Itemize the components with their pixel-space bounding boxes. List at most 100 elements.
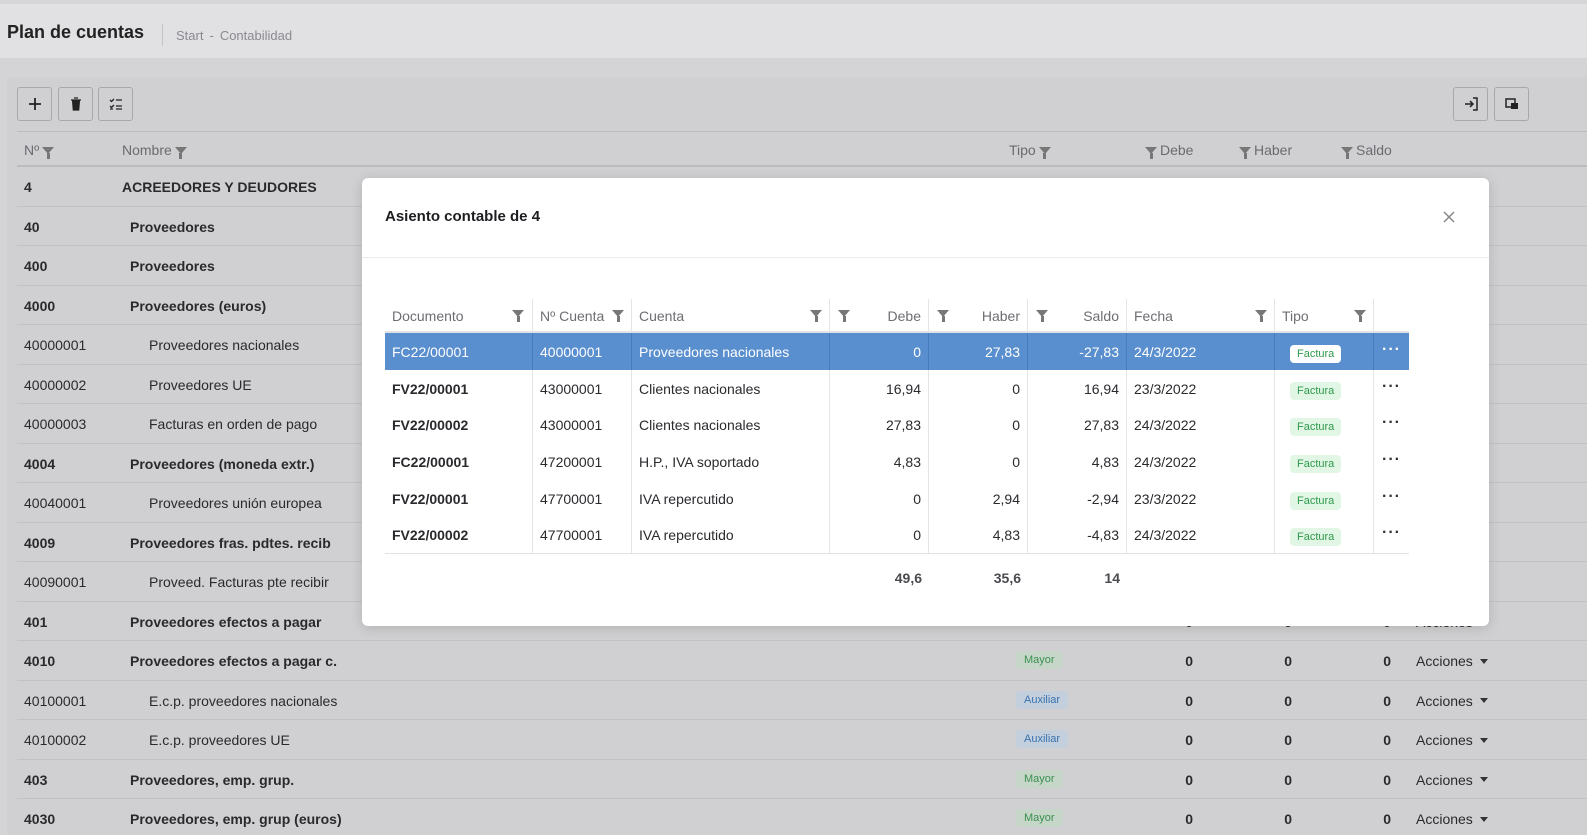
actions-dropdown[interactable]: Acciones bbox=[1416, 653, 1488, 669]
account-number: 40100002 bbox=[24, 732, 87, 748]
entry-cuenta: Clientes nacionales bbox=[632, 406, 830, 444]
caret-down-icon bbox=[1479, 777, 1488, 782]
actions-dropdown[interactable]: Acciones bbox=[1416, 732, 1488, 748]
export-button[interactable] bbox=[1494, 87, 1529, 121]
entry-row[interactable]: FV22/00002 43000001 Clientes nacionales 27,… bbox=[385, 406, 1409, 444]
entry-tipo: Factura bbox=[1275, 516, 1374, 554]
account-name: Proveedores fras. pdtes. recib bbox=[130, 534, 331, 551]
col-name[interactable]: Nombre bbox=[122, 142, 187, 159]
col-cuenta[interactable]: Cuenta bbox=[632, 299, 830, 333]
more-options-icon[interactable]: ··· bbox=[1382, 341, 1401, 358]
filter-icon[interactable] bbox=[42, 146, 55, 159]
filter-icon[interactable] bbox=[810, 310, 822, 322]
add-button[interactable] bbox=[17, 87, 52, 121]
entry-ncuenta: 43000001 bbox=[533, 406, 632, 444]
account-number: 4009 bbox=[24, 534, 56, 551]
modal-header: Asiento contable de 4 bbox=[362, 178, 1489, 258]
col-saldo[interactable]: Saldo bbox=[1341, 142, 1392, 159]
filter-icon[interactable] bbox=[838, 310, 850, 322]
col-debe[interactable]: Debe bbox=[830, 299, 929, 333]
filter-icon[interactable] bbox=[1341, 146, 1353, 159]
filter-icon[interactable] bbox=[1354, 310, 1366, 322]
entry-debe: 0 bbox=[830, 479, 929, 517]
caret-down-icon bbox=[1479, 737, 1488, 743]
filter-icon[interactable] bbox=[1145, 146, 1157, 159]
entry-tipo: Factura bbox=[1275, 333, 1374, 370]
entry-cuenta: IVA repercutido bbox=[632, 516, 830, 554]
saldo-value: 0 bbox=[1383, 771, 1391, 788]
entry-row[interactable]: FV22/00002 47700001 IVA repercutido 0 4,83 -4… bbox=[385, 516, 1409, 554]
entry-row[interactable]: FV22/00001 47700001 IVA repercutido 0 2,94 -2… bbox=[385, 479, 1409, 517]
col-haber[interactable]: Haber bbox=[1239, 142, 1292, 159]
type-tag: Factura bbox=[1290, 528, 1342, 547]
table-row[interactable]: 4010 Proveedores efectos a pagar c. Mayor 0… bbox=[17, 641, 1587, 681]
close-icon[interactable] bbox=[1441, 209, 1457, 225]
account-number: 40000003 bbox=[24, 416, 87, 432]
debe-value: 0 bbox=[1185, 653, 1193, 669]
more-options-icon[interactable]: ··· bbox=[1382, 487, 1401, 505]
entry-row[interactable]: FC22/00001 40000001 Proveedores nacionales… bbox=[385, 333, 1409, 370]
delete-button[interactable] bbox=[58, 87, 93, 121]
import-button[interactable] bbox=[1453, 87, 1488, 121]
actions-dropdown[interactable]: Acciones bbox=[1416, 693, 1488, 709]
more-options-icon[interactable]: ··· bbox=[1382, 414, 1401, 432]
account-number: 4030 bbox=[24, 811, 56, 827]
col-num[interactable]: Nº bbox=[24, 142, 55, 159]
haber-value: 0 bbox=[1284, 692, 1292, 709]
filter-icon[interactable] bbox=[612, 310, 624, 322]
type-tag: Factura bbox=[1290, 418, 1342, 437]
table-row[interactable]: 403 Proveedores, emp. grup. Mayor 0 0 0 Accion… bbox=[17, 760, 1587, 799]
actions-dropdown[interactable]: Acciones bbox=[1416, 772, 1488, 788]
filter-icon[interactable] bbox=[937, 310, 949, 322]
type-tag: Factura bbox=[1290, 491, 1342, 510]
account-name: Proveedores bbox=[130, 218, 215, 235]
account-name: Facturas en orden de pago bbox=[149, 416, 318, 432]
saldo-value: 0 bbox=[1383, 811, 1391, 827]
more-options-icon[interactable]: ··· bbox=[1382, 451, 1401, 469]
account-name: Proveed. Facturas pte recibir bbox=[149, 574, 329, 590]
col-ncuenta[interactable]: Nº Cuenta bbox=[533, 299, 632, 333]
haber-value: 0 bbox=[1284, 653, 1292, 669]
account-name: Proveedores, emp. grup. bbox=[130, 771, 295, 788]
top-header: Plan de cuentas Start - Contabilidad bbox=[0, 0, 1587, 58]
filter-icon[interactable] bbox=[1239, 146, 1251, 159]
table-row[interactable]: 40100001 E.c.p. proveedores nacionales Aux… bbox=[17, 681, 1587, 720]
account-name: E.c.p. proveedores nacionales bbox=[149, 692, 338, 709]
filter-icon[interactable] bbox=[1036, 310, 1048, 322]
table-row[interactable]: 4030 Proveedores, emp. grup (euros) Mayor 0… bbox=[17, 799, 1587, 835]
col-haber[interactable]: Haber bbox=[929, 299, 1028, 333]
more-options-icon[interactable]: ··· bbox=[1382, 377, 1401, 395]
col-type[interactable]: Tipo bbox=[1009, 142, 1051, 159]
col-tipo[interactable]: Tipo bbox=[1275, 299, 1374, 333]
entry-cuenta: Clientes nacionales bbox=[632, 369, 830, 407]
actions-dropdown[interactable]: Acciones bbox=[1416, 811, 1488, 827]
entry-fecha: 23/3/2022 bbox=[1127, 479, 1275, 517]
breadcrumb-contabilidad[interactable]: Contabilidad bbox=[219, 27, 293, 43]
breadcrumb-start[interactable]: Start bbox=[176, 27, 204, 43]
type-tag: Factura bbox=[1290, 381, 1342, 400]
entry-row[interactable]: FV22/00001 43000001 Clientes nacionales 16,… bbox=[385, 369, 1409, 407]
select-columns-button[interactable] bbox=[98, 87, 133, 121]
col-fecha[interactable]: Fecha bbox=[1127, 299, 1275, 333]
col-documento[interactable]: Documento bbox=[385, 299, 533, 333]
more-options-icon[interactable]: ··· bbox=[1382, 524, 1401, 542]
filter-icon[interactable] bbox=[1038, 146, 1051, 159]
type-badge: Auxiliar bbox=[1016, 690, 1069, 709]
account-number: 40000002 bbox=[24, 376, 87, 393]
entry-cuenta: H.P., IVA soportado bbox=[632, 443, 830, 480]
col-saldo[interactable]: Saldo bbox=[1028, 299, 1127, 333]
saldo-value: 0 bbox=[1383, 653, 1391, 669]
entry-debe: 0 bbox=[830, 333, 929, 370]
entry-row[interactable]: FC22/00001 47200001 H.P., IVA soportado 4,8… bbox=[385, 443, 1409, 480]
checklist-icon bbox=[109, 98, 122, 110]
entry-haber: 4,83 bbox=[929, 516, 1028, 554]
entry-debe: 0 bbox=[830, 516, 929, 554]
breadcrumb: Start - Contabilidad bbox=[162, 24, 292, 46]
total-saldo: 14 bbox=[1104, 570, 1120, 587]
filter-icon[interactable] bbox=[1255, 310, 1267, 322]
table-row[interactable]: 40100002 E.c.p. proveedores UE Auxiliar 0 0 0… bbox=[17, 720, 1587, 760]
entry-cuenta: IVA repercutido bbox=[632, 479, 830, 517]
filter-icon[interactable] bbox=[512, 310, 524, 322]
filter-icon[interactable] bbox=[174, 146, 187, 159]
col-debe[interactable]: Debe bbox=[1145, 142, 1193, 159]
